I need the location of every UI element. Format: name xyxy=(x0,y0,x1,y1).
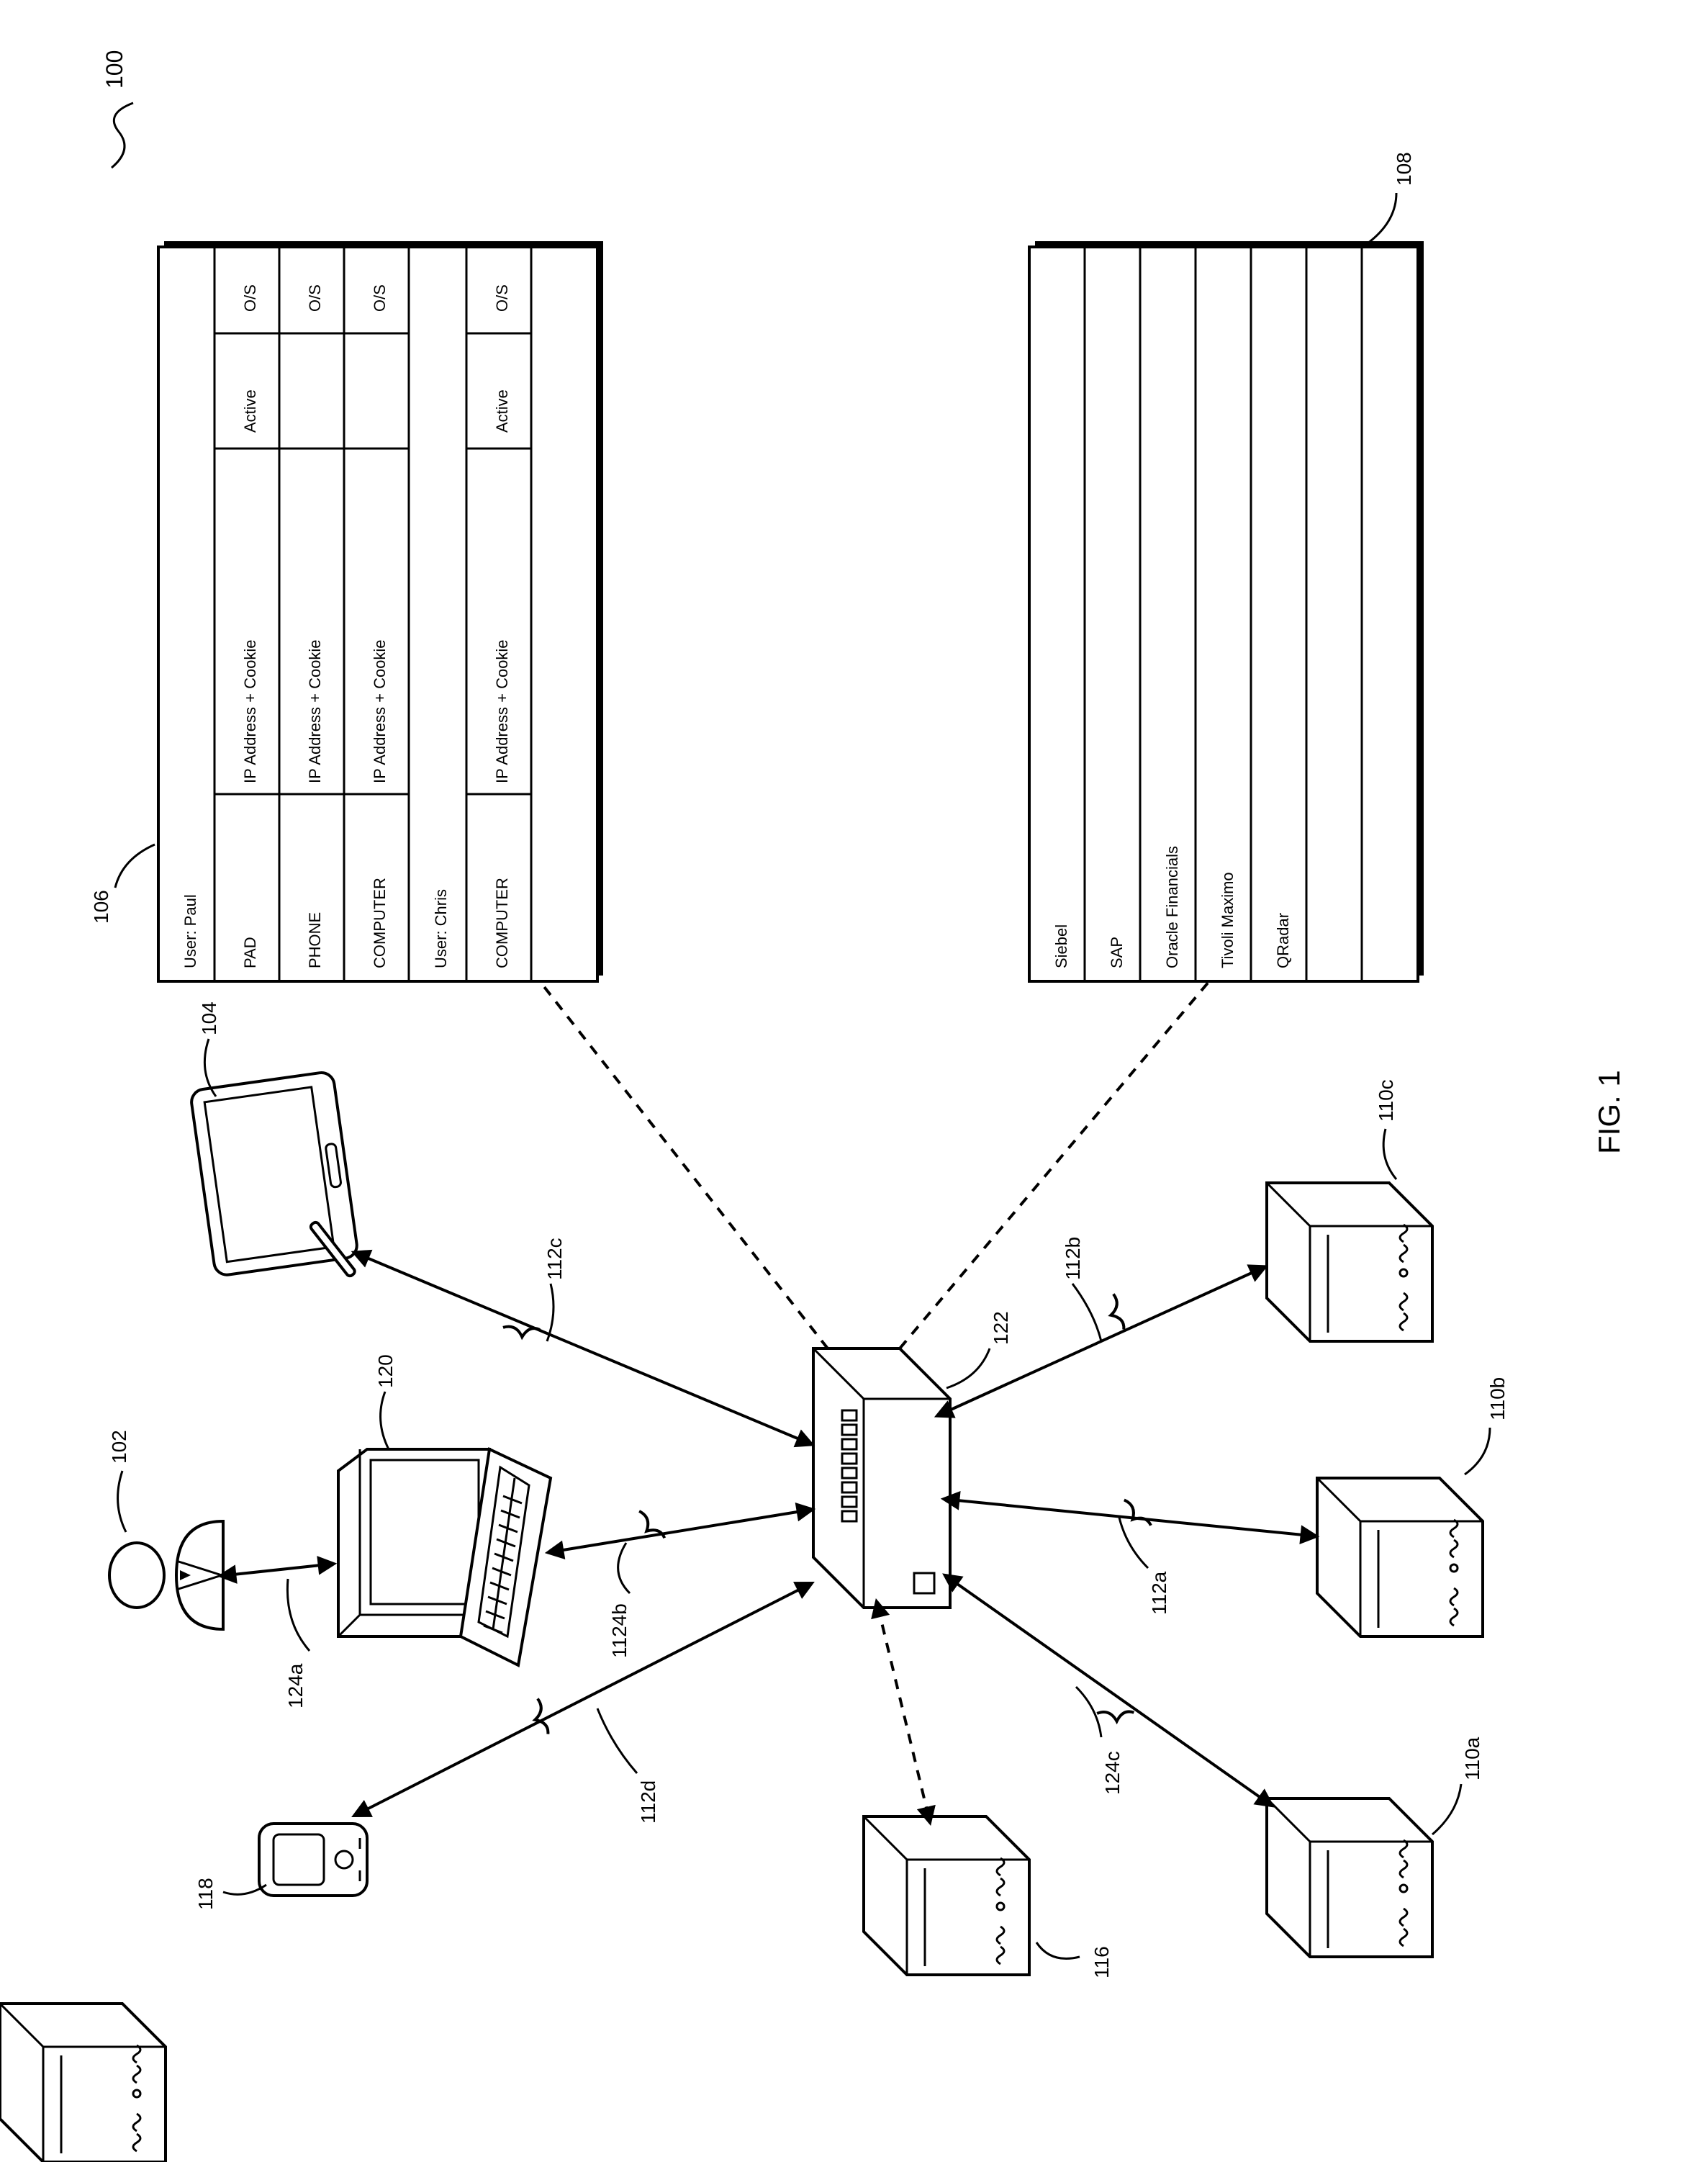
table-106: User: Paul PAD IP Address + Cookie Activ… xyxy=(158,241,603,981)
user-icon xyxy=(109,1521,223,1629)
cell: O/S xyxy=(371,284,389,312)
cell: PHONE xyxy=(306,912,324,968)
table-108: Siebel SAP Oracle Financials Tivoli Maxi… xyxy=(1029,241,1424,981)
cell: Tivoli Maximo xyxy=(1219,872,1237,968)
ref-120: 120 xyxy=(374,1354,397,1388)
figure-label: FIG. 1 xyxy=(1592,1070,1626,1154)
link-116-122 xyxy=(878,1608,928,1816)
ref-112a: 112a xyxy=(1148,1571,1170,1615)
cell: O/S xyxy=(493,284,511,312)
lead-100 xyxy=(112,103,133,168)
cell: IP Address + Cookie xyxy=(306,639,324,783)
cell: PAD xyxy=(241,937,259,968)
server-116-icon xyxy=(864,1816,1029,1975)
cell: Siebel xyxy=(1052,924,1070,968)
cell: COMPUTER xyxy=(493,878,511,968)
ref-124b: 1124b xyxy=(608,1603,631,1658)
cell: Active xyxy=(241,389,259,433)
ref-110b: 110b xyxy=(1486,1377,1509,1420)
cell: Active xyxy=(493,389,511,433)
ref-122: 122 xyxy=(990,1311,1012,1345)
link-102-120 xyxy=(227,1564,327,1575)
cell: O/S xyxy=(306,284,324,312)
switch-icon xyxy=(813,1348,950,1608)
ref-102: 102 xyxy=(108,1430,130,1464)
ref-112d: 112d xyxy=(637,1780,659,1824)
ref-124a: 124a xyxy=(284,1663,307,1708)
cell: IP Address + Cookie xyxy=(241,639,259,783)
ref-106: 106 xyxy=(90,890,112,924)
patent-figure: User: Paul PAD IP Address + Cookie Activ… xyxy=(0,0,1708,2162)
ref-116: 116 xyxy=(1090,1946,1113,1978)
cell: Oracle Financials xyxy=(1163,846,1181,968)
cell: QRadar xyxy=(1274,913,1292,968)
ref-104: 104 xyxy=(198,1001,220,1035)
link-120-122 xyxy=(554,1510,806,1551)
ref-110a: 110a xyxy=(1461,1737,1483,1780)
cell: User: Chris xyxy=(432,889,450,968)
cell: User: Paul xyxy=(181,894,199,968)
cell: IP Address + Cookie xyxy=(493,639,511,783)
server-110c-icon xyxy=(1267,1183,1432,1341)
laptop-icon xyxy=(338,1449,551,1665)
ref-112b: 112b xyxy=(1062,1237,1084,1280)
server-110a-icon xyxy=(1267,1798,1432,1957)
link-122-table106 xyxy=(540,981,828,1348)
cell: IP Address + Cookie xyxy=(371,639,389,783)
pda-icon xyxy=(259,1824,367,1896)
ref-124c: 124c xyxy=(1101,1751,1124,1795)
cell: O/S xyxy=(241,284,259,312)
link-104-122 xyxy=(360,1255,806,1442)
ref-110c: 110c xyxy=(1375,1079,1397,1122)
ref-118: 118 xyxy=(194,1878,217,1910)
link-122-table108 xyxy=(900,981,1209,1348)
cell: COMPUTER xyxy=(371,878,389,968)
cell: SAP xyxy=(1108,937,1126,968)
ref-108: 108 xyxy=(1393,152,1415,186)
ref-112c: 112c xyxy=(543,1238,566,1280)
ref-100: 100 xyxy=(101,50,127,89)
server-110b-icon xyxy=(1317,1478,1483,1636)
tablet-icon xyxy=(190,1071,361,1296)
